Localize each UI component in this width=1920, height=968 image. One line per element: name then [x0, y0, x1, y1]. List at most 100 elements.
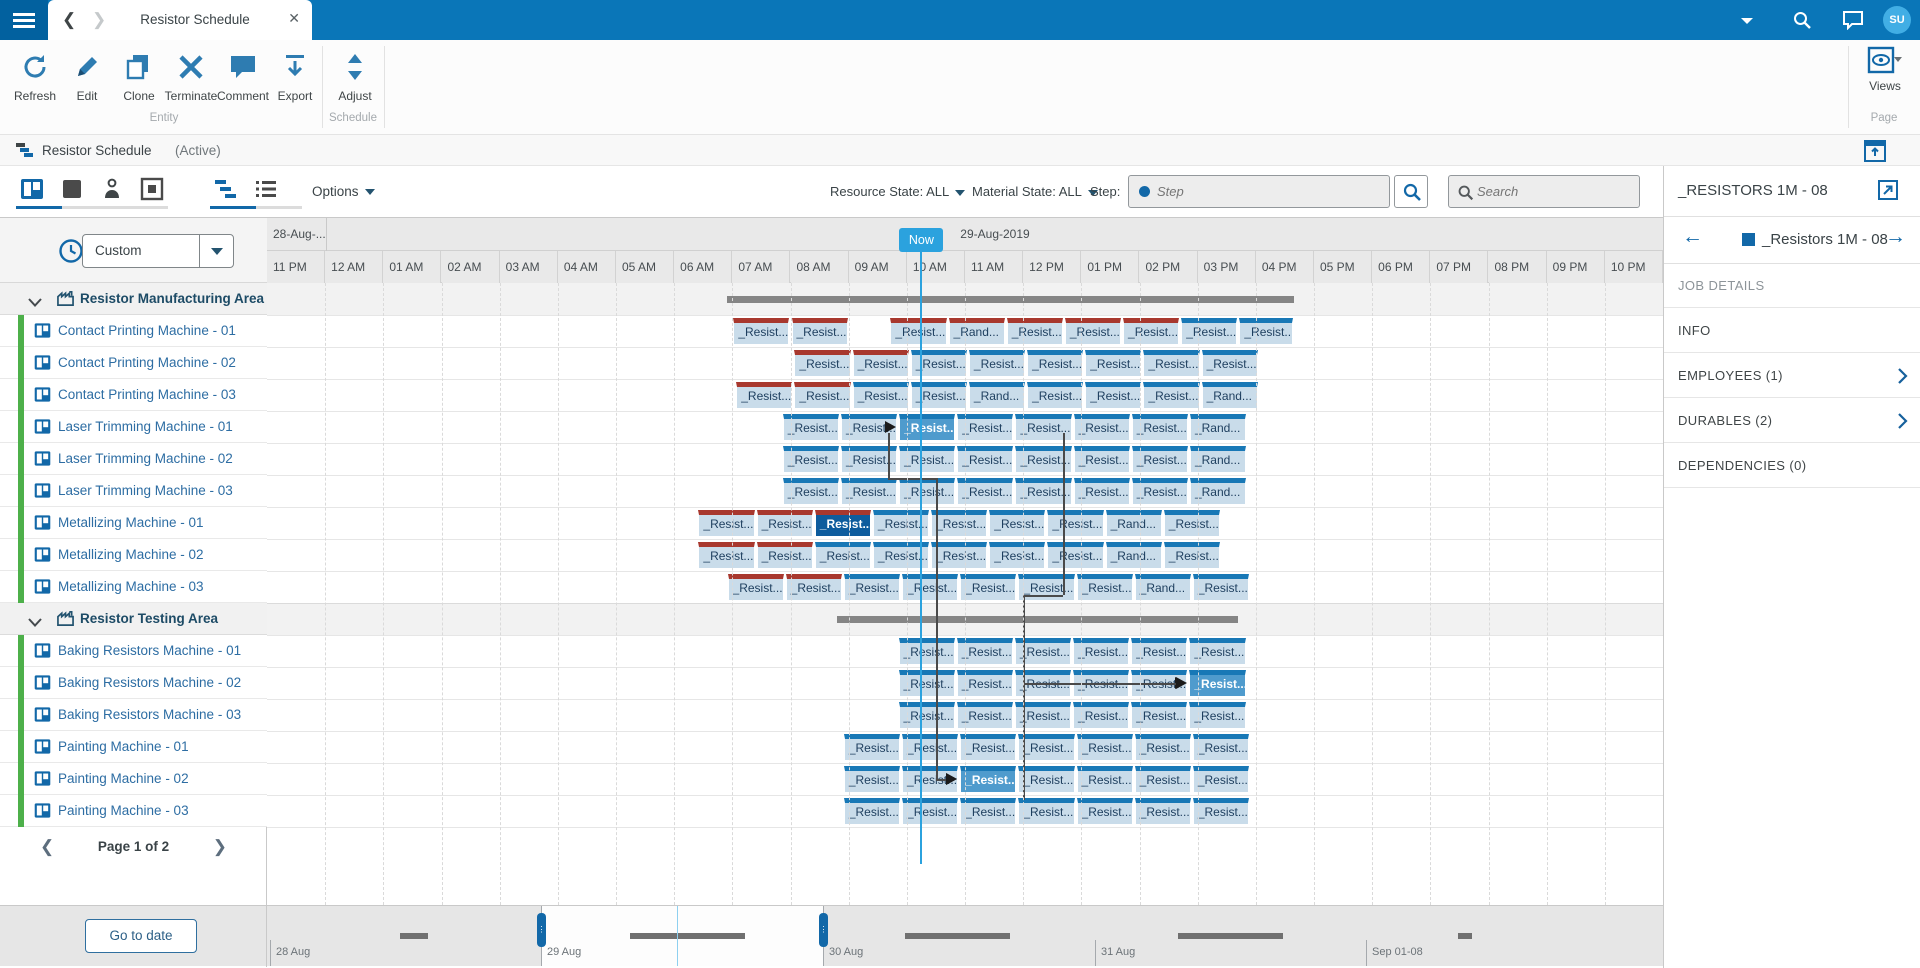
panel-section-info[interactable]: INFO: [1664, 308, 1920, 353]
operation-bar[interactable]: _Resist...: [843, 798, 900, 825]
operation-bar[interactable]: _Resist...: [1073, 446, 1130, 473]
operation-bar[interactable]: _Resist...: [814, 542, 871, 569]
tree-machine-row[interactable]: Baking Resistors Machine - 03: [0, 699, 267, 731]
operation-bar[interactable]: _Resist...: [910, 350, 967, 377]
operation-bar[interactable]: _Resist...: [843, 766, 900, 793]
operation-bar[interactable]: _Resist...: [902, 734, 959, 761]
operation-bar[interactable]: _Resist...: [960, 766, 1017, 793]
tile-view-icon[interactable]: [60, 177, 84, 201]
tree-machine-row[interactable]: Laser Trimming Machine - 03: [0, 475, 267, 507]
operation-bar[interactable]: _Resist...: [1189, 702, 1246, 729]
operation-bar[interactable]: _Resist...: [1073, 638, 1130, 665]
operation-bar[interactable]: _Rand...: [968, 382, 1026, 409]
board-view-icon[interactable]: [20, 177, 44, 201]
operation-bar[interactable]: _Resist...: [898, 638, 955, 665]
operation-bar[interactable]: _Resist...: [1134, 766, 1191, 793]
operation-bar[interactable]: _Resist...: [840, 446, 898, 473]
panel-section-durables-2[interactable]: DURABLES (2): [1664, 398, 1920, 443]
operation-bar[interactable]: _Resist...: [957, 446, 1014, 473]
pager-prev-icon[interactable]: ❮: [40, 837, 55, 856]
operation-bar[interactable]: _Resist...: [931, 510, 988, 537]
operation-bar[interactable]: _Resist...: [782, 414, 839, 441]
operation-bar[interactable]: _Resist...: [1189, 670, 1246, 697]
export-button[interactable]: Export: [268, 46, 322, 122]
operation-bar[interactable]: _Resist...: [727, 574, 784, 601]
collapse-panel-icon[interactable]: [1864, 140, 1886, 167]
operation-bar[interactable]: _Rand...: [948, 318, 1005, 345]
material-state-filter[interactable]: Material State: ALL: [972, 166, 1098, 217]
operation-bar[interactable]: _Resist...: [1192, 798, 1249, 825]
operation-bar[interactable]: _Resist...: [1134, 734, 1191, 761]
user-avatar[interactable]: SU: [1883, 6, 1911, 34]
operation-bar[interactable]: _Rand...: [1189, 446, 1247, 473]
operation-bar[interactable]: _Resist...: [1076, 574, 1133, 601]
operation-bar[interactable]: _Resist...: [1181, 318, 1238, 345]
operation-bar[interactable]: _Resist...: [1163, 510, 1220, 537]
operation-bar[interactable]: _Rand...: [1189, 478, 1247, 505]
operation-bar[interactable]: _Resist...: [931, 542, 988, 569]
chat-icon[interactable]: [1842, 10, 1864, 35]
operation-bar[interactable]: _Resist...: [1131, 702, 1188, 729]
chevron-down-icon[interactable]: [28, 294, 42, 312]
detail-view-icon[interactable]: [140, 177, 164, 201]
operation-bar[interactable]: _Resist...: [956, 702, 1013, 729]
operation-bar[interactable]: _Resist...: [1047, 542, 1104, 569]
gantt-view-icon[interactable]: [214, 177, 238, 201]
operation-bar[interactable]: _Resist...: [872, 542, 930, 569]
operation-bar[interactable]: _Resist...: [843, 734, 900, 761]
operation-bar[interactable]: _Resist...: [957, 414, 1014, 441]
search-input[interactable]: [1477, 176, 1635, 207]
operation-bar[interactable]: _Resist...: [989, 542, 1046, 569]
chevron-down-icon[interactable]: [28, 614, 42, 632]
operation-bar[interactable]: _Rand...: [1189, 414, 1247, 441]
operation-bar[interactable]: _Resist...: [698, 542, 755, 569]
operation-bar[interactable]: _Resist...: [899, 414, 956, 441]
operation-bar[interactable]: _Resist...: [1143, 350, 1200, 377]
operation-bar[interactable]: _Resist...: [1073, 702, 1130, 729]
operation-bar[interactable]: _Resist...: [968, 350, 1026, 377]
go-to-date-button[interactable]: Go to date: [85, 919, 197, 953]
operation-bar[interactable]: _Resist...: [782, 446, 839, 473]
views-button[interactable]: Views: [1856, 46, 1914, 93]
edit-button[interactable]: Edit: [60, 46, 114, 122]
chevron-right-icon[interactable]: [1897, 412, 1908, 435]
hamburger-menu-icon[interactable]: [0, 0, 48, 40]
operation-bar[interactable]: _Resist...: [756, 510, 813, 537]
operation-bar[interactable]: _Resist...: [736, 382, 793, 409]
adjust-button[interactable]: Adjust: [328, 46, 382, 122]
minimap-range-handle[interactable]: ⋮: [819, 913, 828, 947]
chevron-down-icon[interactable]: [199, 235, 233, 267]
operation-bar[interactable]: _Resist...: [843, 574, 900, 601]
operation-bar[interactable]: _Resist...: [1015, 414, 1072, 441]
operation-bar[interactable]: _Resist...: [957, 478, 1014, 505]
operation-bar[interactable]: _Resist...: [1192, 574, 1249, 601]
operation-bar[interactable]: _Resist...: [782, 478, 839, 505]
panel-section-employees-1[interactable]: EMPLOYEES (1): [1664, 353, 1920, 398]
operation-bar[interactable]: _Resist...: [890, 318, 947, 345]
operation-bar[interactable]: _Resist...: [1192, 734, 1249, 761]
app-tab[interactable]: ❮ ❯ Resistor Schedule ✕: [48, 0, 312, 40]
next-job-arrow-icon[interactable]: →: [1885, 225, 1906, 248]
tree-machine-row[interactable]: Metallizing Machine - 01: [0, 507, 267, 539]
operation-bar[interactable]: _Resist...: [960, 798, 1017, 825]
operation-bar[interactable]: _Resist...: [1134, 798, 1191, 825]
back-arrow-icon[interactable]: ❮: [62, 10, 77, 29]
step-search-button[interactable]: [1394, 175, 1428, 208]
operation-bar[interactable]: _Resist...: [1143, 382, 1200, 409]
operation-bar[interactable]: _Resist...: [756, 542, 813, 569]
operation-bar[interactable]: _Rand...: [1134, 574, 1191, 601]
operation-bar[interactable]: _Resist...: [989, 510, 1046, 537]
pager-next-icon[interactable]: ❯: [212, 837, 227, 856]
operation-bar[interactable]: _Resist...: [898, 702, 955, 729]
tree-machine-row[interactable]: Laser Trimming Machine - 01: [0, 411, 267, 443]
operation-bar[interactable]: _Resist...: [1131, 638, 1188, 665]
operation-bar[interactable]: _Resist...: [902, 574, 959, 601]
operation-bar[interactable]: _Resist...: [1018, 766, 1075, 793]
operation-bar[interactable]: _Resist...: [902, 798, 959, 825]
resource-state-filter[interactable]: Resource State: ALL: [830, 166, 966, 217]
topbar-dropdown-caret-icon[interactable]: [1741, 18, 1753, 24]
operation-bar[interactable]: _Resist...: [1064, 318, 1122, 345]
prev-job-arrow-icon[interactable]: ←: [1682, 225, 1703, 248]
operation-bar[interactable]: _Resist...: [1085, 350, 1142, 377]
clone-button[interactable]: Clone: [112, 46, 166, 122]
